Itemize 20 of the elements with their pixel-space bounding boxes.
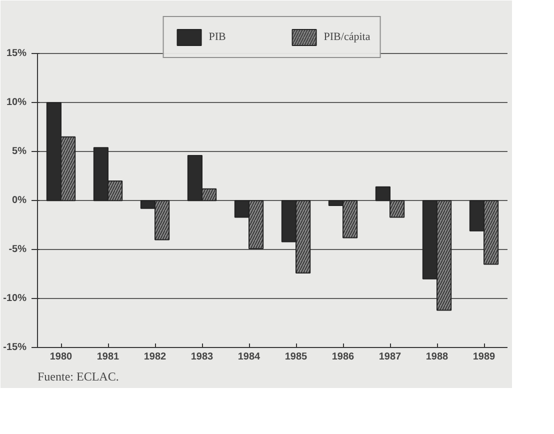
x-tick-label: 1983: [190, 352, 214, 362]
x-tick-label: 1982: [144, 352, 167, 362]
x-tick-label: 1988: [426, 352, 449, 362]
y-tick-label: -5%: [8, 244, 27, 256]
x-tick-label: 1987: [378, 352, 402, 362]
y-tick-label: 15%: [6, 48, 27, 60]
y-tick-label: -10%: [3, 293, 27, 304]
source-note: Fuente: ECLAC.: [38, 370, 119, 384]
legend-label: PIB: [208, 31, 227, 43]
y-tick-label: 5%: [12, 146, 27, 158]
x-tick-label: 1984: [238, 352, 261, 362]
y-tick-label: 0%: [12, 195, 27, 206]
y-tick-label: 10%: [6, 97, 27, 108]
legend-label: PIB/cápita: [324, 31, 370, 43]
y-tick-label: -15%: [3, 342, 27, 353]
x-tick-label: 1980: [50, 352, 73, 362]
x-tick-label: 1986: [332, 352, 355, 362]
x-tick-label: 1981: [96, 352, 120, 362]
x-tick-label: 1989: [472, 352, 496, 362]
x-tick-label: 1985: [284, 352, 308, 362]
